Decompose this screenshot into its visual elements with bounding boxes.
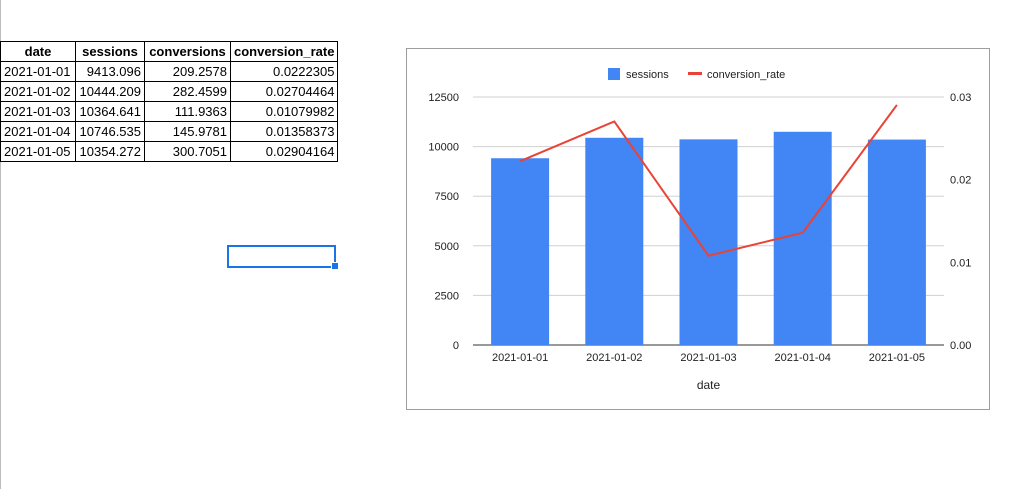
- cell-sessions[interactable]: 10354.272: [75, 141, 145, 162]
- bar-sessions: [491, 158, 550, 345]
- table-row: 2021-01-01 9413.096 209.2578 0.0222305: [0, 61, 339, 82]
- cell-date[interactable]: 2021-01-05: [0, 141, 76, 162]
- sheet-left-edge: [0, 0, 1, 489]
- header-conversion-rate[interactable]: conversion_rate: [229, 41, 339, 62]
- table-row: 2021-01-04 10746.535 145.9781 0.01358373: [0, 121, 339, 142]
- x-axis-title: date: [697, 378, 721, 392]
- combo-chart[interactable]: 0 2500 5000 7500 10000 12500 0.00 0.01 0.02 0.03 2…: [406, 48, 990, 410]
- x-tick-label: 2021-01-05: [869, 352, 925, 364]
- y-tick-label-right: 0.01: [950, 257, 971, 269]
- table-row: 2021-01-05 10354.272 300.7051 0.02904164: [0, 141, 339, 162]
- y-tick-label-right: 0.03: [950, 92, 971, 104]
- header-row: date sessions conversions conversion_rat…: [0, 41, 339, 62]
- cell-sessions[interactable]: 9413.096: [75, 61, 145, 82]
- header-date[interactable]: date: [0, 41, 76, 62]
- cell-conversion-rate[interactable]: 0.02704464: [229, 81, 339, 102]
- header-conversions[interactable]: conversions: [144, 41, 231, 62]
- y-tick-label-left: 5000: [435, 241, 459, 253]
- cell-date[interactable]: 2021-01-01: [0, 61, 76, 82]
- cell-conversions[interactable]: 209.2578: [144, 61, 231, 82]
- cell-sessions[interactable]: 10444.209: [75, 81, 145, 102]
- chart-canvas: 0 2500 5000 7500 10000 12500 0.00 0.01 0.02 0.03 2…: [428, 68, 971, 392]
- selected-cell[interactable]: [227, 245, 336, 268]
- cell-conversions[interactable]: 300.7051: [144, 141, 231, 162]
- table-row: 2021-01-03 10364.641 111.9363 0.01079982: [0, 101, 339, 122]
- cell-sessions[interactable]: 10364.641: [75, 101, 145, 122]
- y-tick-label-right: 0.00: [950, 340, 971, 352]
- cell-conversion-rate[interactable]: 0.01358373: [229, 121, 339, 142]
- y-tick-label-left: 12500: [428, 92, 459, 104]
- cell-conversion-rate[interactable]: 0.02904164: [229, 141, 339, 162]
- y-tick-label-left: 0: [453, 340, 459, 352]
- cell-conversion-rate[interactable]: 0.01079982: [229, 101, 339, 122]
- bar-sessions: [585, 137, 644, 345]
- header-sessions[interactable]: sessions: [75, 41, 145, 62]
- cell-conversions[interactable]: 145.9781: [144, 121, 231, 142]
- legend-label-conversion-rate: conversion_rate: [707, 69, 785, 81]
- bar-sessions: [679, 139, 738, 345]
- table-row: 2021-01-02 10444.209 282.4599 0.02704464: [0, 81, 339, 102]
- y-tick-label-left: 10000: [428, 142, 459, 154]
- cell-date[interactable]: 2021-01-02: [0, 81, 76, 102]
- x-tick-label: 2021-01-04: [775, 352, 831, 364]
- y-tick-label-left: 2500: [435, 290, 459, 302]
- fill-handle[interactable]: [331, 262, 339, 270]
- legend-swatch-conversion-rate: [688, 72, 702, 75]
- x-tick-label: 2021-01-03: [680, 352, 736, 364]
- bar-sessions: [867, 139, 926, 345]
- y-tick-label-left: 7500: [435, 191, 459, 203]
- cell-sessions[interactable]: 10746.535: [75, 121, 145, 142]
- x-tick-label: 2021-01-01: [492, 352, 548, 364]
- y-tick-label-right: 0.02: [950, 175, 971, 187]
- x-tick-label: 2021-01-02: [586, 352, 642, 364]
- cell-conversions[interactable]: 282.4599: [144, 81, 231, 102]
- cell-conversion-rate[interactable]: 0.0222305: [229, 61, 339, 82]
- cell-date[interactable]: 2021-01-04: [0, 121, 76, 142]
- cell-conversions[interactable]: 111.9363: [144, 101, 231, 122]
- legend-swatch-sessions: [608, 68, 620, 80]
- cell-date[interactable]: 2021-01-03: [0, 101, 76, 122]
- line-conversion-rate: [519, 104, 898, 257]
- legend-label-sessions: sessions: [626, 69, 669, 81]
- data-table: date sessions conversions conversion_rat…: [0, 41, 339, 162]
